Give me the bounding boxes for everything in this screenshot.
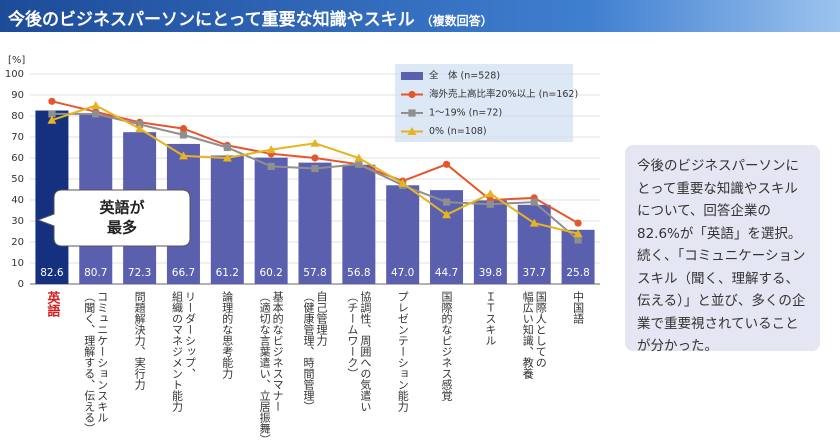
y-tick-label: 0 (18, 279, 24, 290)
marker (47, 115, 57, 124)
legend-label: 全 体 (n=528) (429, 70, 500, 82)
marker (311, 164, 319, 173)
y-tick-label: 70 (11, 132, 24, 143)
x-tick-label: 中国語 (571, 291, 585, 324)
x-tick-label: 国際的なビジネス感覚 (440, 291, 454, 401)
bar (386, 185, 420, 284)
marker (354, 153, 364, 162)
y-tick-label: 90 (11, 90, 24, 101)
marker (442, 210, 452, 219)
bar (473, 200, 507, 284)
title: 今後のビジネスパーソンにとって重要な知識やスキル （複数回答） (8, 5, 493, 30)
marker (48, 110, 56, 118)
x-tick-label: 協調性、周囲への気遣い （チームワーク） (345, 291, 372, 412)
marker (178, 151, 188, 160)
legend-box (395, 64, 573, 142)
value-label: 82.6 (40, 267, 64, 279)
x-tick-label: 国際人としての 幅広い知識、教養 (521, 291, 548, 379)
marker (398, 178, 408, 187)
marker (407, 127, 417, 135)
marker (529, 218, 539, 227)
marker (486, 200, 494, 208)
marker (355, 160, 363, 168)
value-label: 39.8 (479, 267, 502, 279)
value-label: 72.3 (128, 267, 151, 279)
subtitle: （複数回答） (420, 14, 493, 28)
marker (48, 97, 56, 105)
x-tick-label: コミュニケーションスキル （聞く、理解する、伝える） (82, 291, 109, 434)
callout-text: 最多 (107, 219, 137, 237)
marker (442, 160, 451, 168)
legend-label: 0% (n=108) (429, 126, 487, 137)
marker (91, 101, 101, 109)
x-tick-label: ＩＴスキル (483, 291, 497, 346)
x-tick-label: 英語 (44, 291, 60, 317)
y-tick-label: 10 (11, 258, 24, 269)
marker (266, 145, 276, 154)
marker (573, 229, 583, 238)
bar (342, 164, 376, 284)
y-tick-label: 20 (11, 237, 24, 248)
x-tick-label: 問題解決力、実行力 (133, 291, 147, 390)
marker (530, 198, 538, 206)
marker (408, 90, 416, 99)
y-tick-label: 50 (11, 174, 24, 185)
bar (517, 204, 551, 284)
marker (311, 154, 319, 162)
value-label: 44.7 (435, 267, 458, 279)
bar (254, 157, 288, 284)
marker (135, 124, 145, 133)
title-text: 今後のビジネスパーソンにとって重要な知識やスキル (8, 10, 415, 30)
header: 今後のビジネスパーソンにとって重要な知識やスキル （複数回答） (0, 0, 840, 32)
value-label: 80.7 (84, 267, 107, 279)
value-label: 47.0 (391, 267, 414, 279)
value-label: 25.8 (566, 267, 589, 279)
marker (179, 131, 188, 139)
value-label: 37.7 (523, 267, 546, 279)
bar (210, 155, 244, 284)
x-tick-label: 自己管理力 （健康管理、時間管理） (302, 291, 328, 412)
y-tick-label: 80 (11, 111, 24, 122)
marker (179, 125, 188, 133)
y-tick-label: 40 (11, 195, 24, 206)
x-tick-label: リーダーシップ、 組織のマネジメント能力 (170, 291, 197, 412)
callout (36, 189, 191, 247)
x-tick-label: 論理的な思考能力 (220, 291, 234, 379)
value-label: 56.8 (347, 267, 370, 279)
side-note: 今後のビジネスパーソンにとって重要な知識やスキルについて、回答企業の82.6%が… (625, 145, 820, 354)
value-label: 60.2 (259, 267, 282, 279)
legend-swatch (401, 72, 423, 80)
marker (223, 143, 231, 152)
callout-text: 英語が (99, 199, 145, 217)
marker (574, 236, 582, 244)
value-label: 57.8 (303, 267, 326, 279)
chart: [%] 0 10 20 30 40 50 60 70 80 90 100 82.6 80.7 72.3 66… (5, 55, 600, 290)
bar (298, 162, 332, 284)
x-tick-label: 基本的なビジネスマナー （適切な言葉遣い、立居振舞） (258, 291, 285, 445)
marker (442, 198, 451, 206)
y-tick-label: 100 (5, 69, 24, 80)
value-label: 61.2 (216, 267, 239, 279)
y-tick-label: 30 (11, 216, 24, 227)
y-tick-label: 60 (11, 153, 24, 164)
y-unit: [%] (8, 55, 25, 66)
marker (222, 153, 232, 162)
legend-label: 1〜19% (n=72) (429, 108, 502, 119)
marker (485, 189, 495, 198)
value-label: 66.7 (172, 267, 195, 279)
marker (310, 138, 320, 147)
x-tick-label: プレゼンテーション能力 (396, 291, 410, 412)
marker (92, 110, 100, 118)
marker (574, 219, 582, 227)
legend-label: 海外売上高比率20%以上 (n=162) (429, 88, 578, 100)
marker (267, 162, 275, 170)
marker (408, 109, 416, 117)
